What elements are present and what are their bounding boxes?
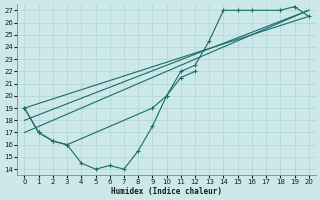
- X-axis label: Humidex (Indice chaleur): Humidex (Indice chaleur): [111, 187, 222, 196]
